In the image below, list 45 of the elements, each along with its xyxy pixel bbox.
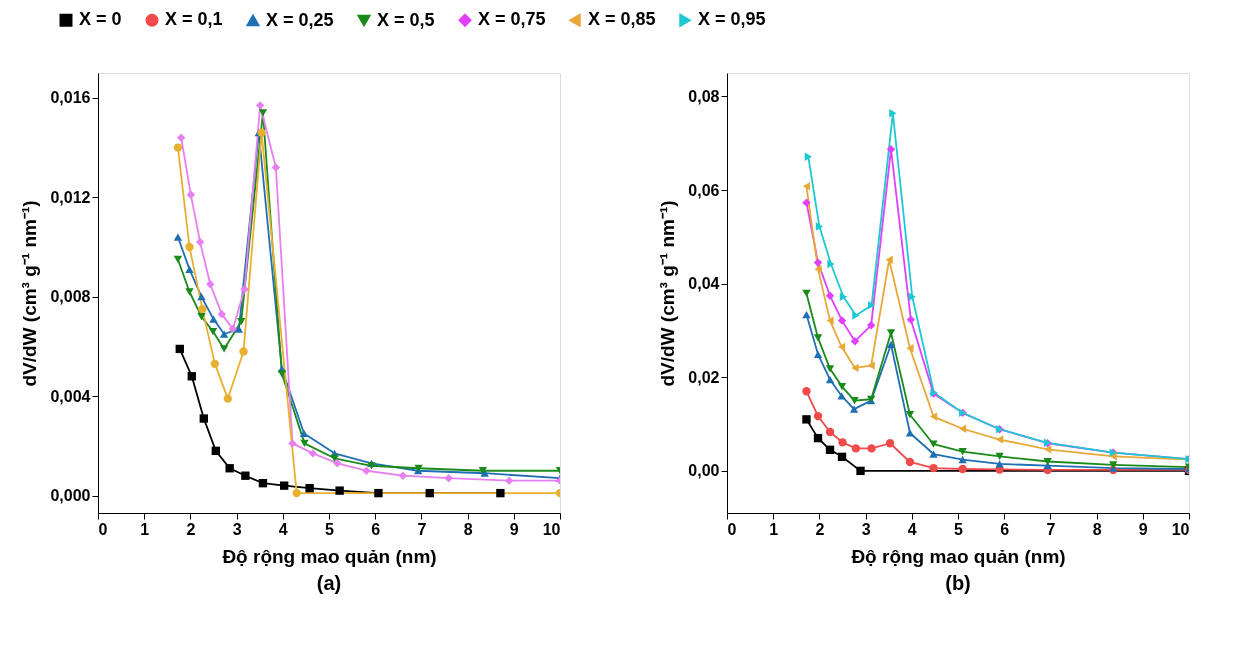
x-tick-label: 10 [542, 520, 561, 538]
x-tick-label: 2 [815, 520, 825, 538]
x-tick-label: 1 [140, 520, 150, 538]
x-tick-label: 9 [1138, 520, 1148, 538]
y-tick-label: 0,000 [50, 487, 91, 505]
y-tick-label: 0,04 [688, 275, 720, 293]
legend-label: X = 0,85 [588, 9, 656, 30]
legend-label: X = 0 [79, 9, 122, 30]
x-tick-label: 8 [463, 520, 473, 538]
x-tick-label: 0 [98, 520, 108, 538]
text: (b) [945, 572, 971, 594]
x-tick-label: 5 [954, 520, 964, 538]
y-tick-label: 0,008 [50, 288, 91, 306]
y-tick-label: 0,06 [688, 181, 720, 199]
x-tick-label: 9 [509, 520, 519, 538]
legend-label: X = 0,95 [698, 9, 766, 30]
x-axis-title: Độ rộng mao quản (nm) [222, 545, 437, 567]
x-tick-label: 5 [325, 520, 335, 538]
x-tick-label: 7 [417, 520, 427, 538]
x-tick-label: 2 [186, 520, 196, 538]
x-tick-label: 4 [907, 520, 917, 538]
x-tick-label: 10 [1171, 520, 1190, 538]
text: (a) [316, 572, 342, 594]
x-tick-label: 6 [1000, 520, 1010, 538]
x-tick-label: 3 [861, 520, 871, 538]
x-tick-label: 7 [1046, 520, 1056, 538]
x-tick-label: 3 [232, 520, 242, 538]
legend-label: X = 0,25 [266, 9, 334, 30]
legend-label: X = 0,1 [165, 9, 223, 30]
y-tick-label: 0,00 [688, 462, 720, 480]
y-axis-title: dV/dW (cm³ g⁻¹ nm⁻¹) [657, 200, 679, 387]
x-axis-title: Độ rộng mao quản (nm) [851, 545, 1066, 567]
legend-label: X = 0,5 [377, 9, 435, 30]
x-tick-label: 1 [769, 520, 779, 538]
x-tick-label: 8 [1092, 520, 1102, 538]
y-tick-label: 0,08 [688, 87, 720, 105]
y-tick-label: 0,016 [50, 89, 91, 107]
y-tick-label: 0,02 [688, 368, 720, 386]
x-tick-label: 6 [371, 520, 381, 538]
y-axis-title: dV/dW (cm³ g⁻¹ nm⁻¹) [19, 200, 41, 387]
x-tick-label: 0 [727, 520, 737, 538]
y-tick-label: 0,012 [50, 188, 91, 206]
legend-label: X = 0,75 [478, 9, 546, 30]
y-tick-label: 0,004 [50, 387, 91, 405]
x-tick-label: 4 [278, 520, 288, 538]
